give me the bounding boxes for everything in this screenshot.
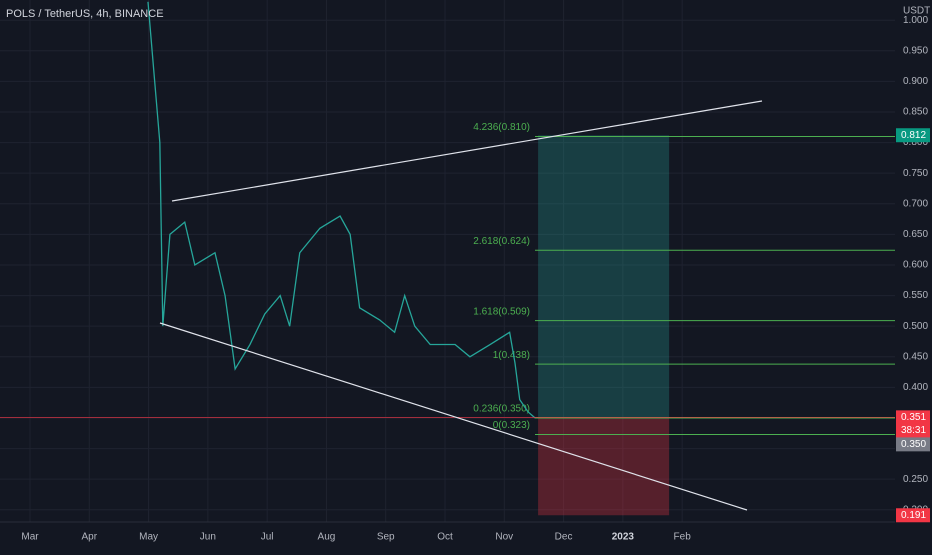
y-tick-label: 0.750 (903, 168, 928, 179)
y-tick-label: 0.650 (903, 229, 928, 240)
y-tick-label: 0.850 (903, 107, 928, 118)
y-tick-label: 0.800 (903, 137, 928, 148)
fib-label: 4.236(0.810) (473, 122, 530, 133)
labels: 0.2000.2500.3000.3500.4000.4500.5000.550… (21, 15, 930, 543)
last-price-tag: 0.350 (901, 439, 926, 450)
stop-price-tag: 0.191 (901, 510, 926, 521)
y-tick-label: 0.250 (903, 474, 928, 485)
entry-price-tag-bg (896, 410, 930, 439)
currency: USDT (903, 6, 930, 17)
target-price-tag: 0.812 (901, 130, 926, 141)
y-tick-label: 0.900 (903, 76, 928, 87)
fib-label: 0.236(0.350) (473, 404, 530, 415)
y-tick-label: 0.400 (903, 382, 928, 393)
x-tick-label: Mar (21, 532, 39, 543)
x-tick-label: Nov (495, 532, 513, 543)
x-tick-label: Jul (261, 532, 274, 543)
x-tick-label: Apr (82, 532, 98, 543)
x-tick-label: Oct (437, 532, 453, 543)
x-tick-label: Feb (674, 532, 692, 543)
price-axis (895, 0, 932, 550)
x-tick-label: Aug (318, 532, 336, 543)
x-tick-label: 2023 (612, 532, 635, 543)
fib-label: 1(0.438) (493, 350, 530, 361)
price-line (147, 1, 536, 419)
trend-line-upper (171, 100, 763, 202)
y-tick-label: 1.000 (903, 15, 928, 26)
fib-label: 0(0.323) (493, 420, 530, 431)
x-tick-label: Jun (200, 532, 216, 543)
countdown: 38:31 (901, 425, 926, 436)
target-price-tag-bg (896, 128, 930, 143)
plot: 4.236(0.810) 2.618(0.624) 1.618(0.509) 1(0.… (0, 1, 895, 516)
y-tick-label: 0.600 (903, 260, 928, 271)
x-tick-label: Dec (555, 532, 573, 543)
x-tick-label: May (139, 532, 158, 543)
grid (0, 0, 895, 522)
stop-zone (538, 417, 670, 516)
last-price-tag-bg (896, 437, 930, 452)
fib-label: 2.618(0.624) (473, 236, 530, 247)
trend-line-lower (159, 322, 748, 511)
y-tick-label: 0.450 (903, 351, 928, 362)
y-tick-label: 0.500 (903, 321, 928, 332)
x-tick-label: Sep (377, 532, 395, 543)
y-tick-label: 0.950 (903, 45, 928, 56)
y-tick-label: 0.700 (903, 198, 928, 209)
stop-price-tag-bg (896, 508, 930, 523)
chart-title: POLS / TetherUS, 4h, BINANCE (6, 8, 164, 20)
fib-label: 1.618(0.509) (473, 306, 530, 317)
entry-price-tag: 0.351 (901, 412, 926, 423)
y-tick-label: 0.550 (903, 290, 928, 301)
target-zone (538, 135, 670, 418)
